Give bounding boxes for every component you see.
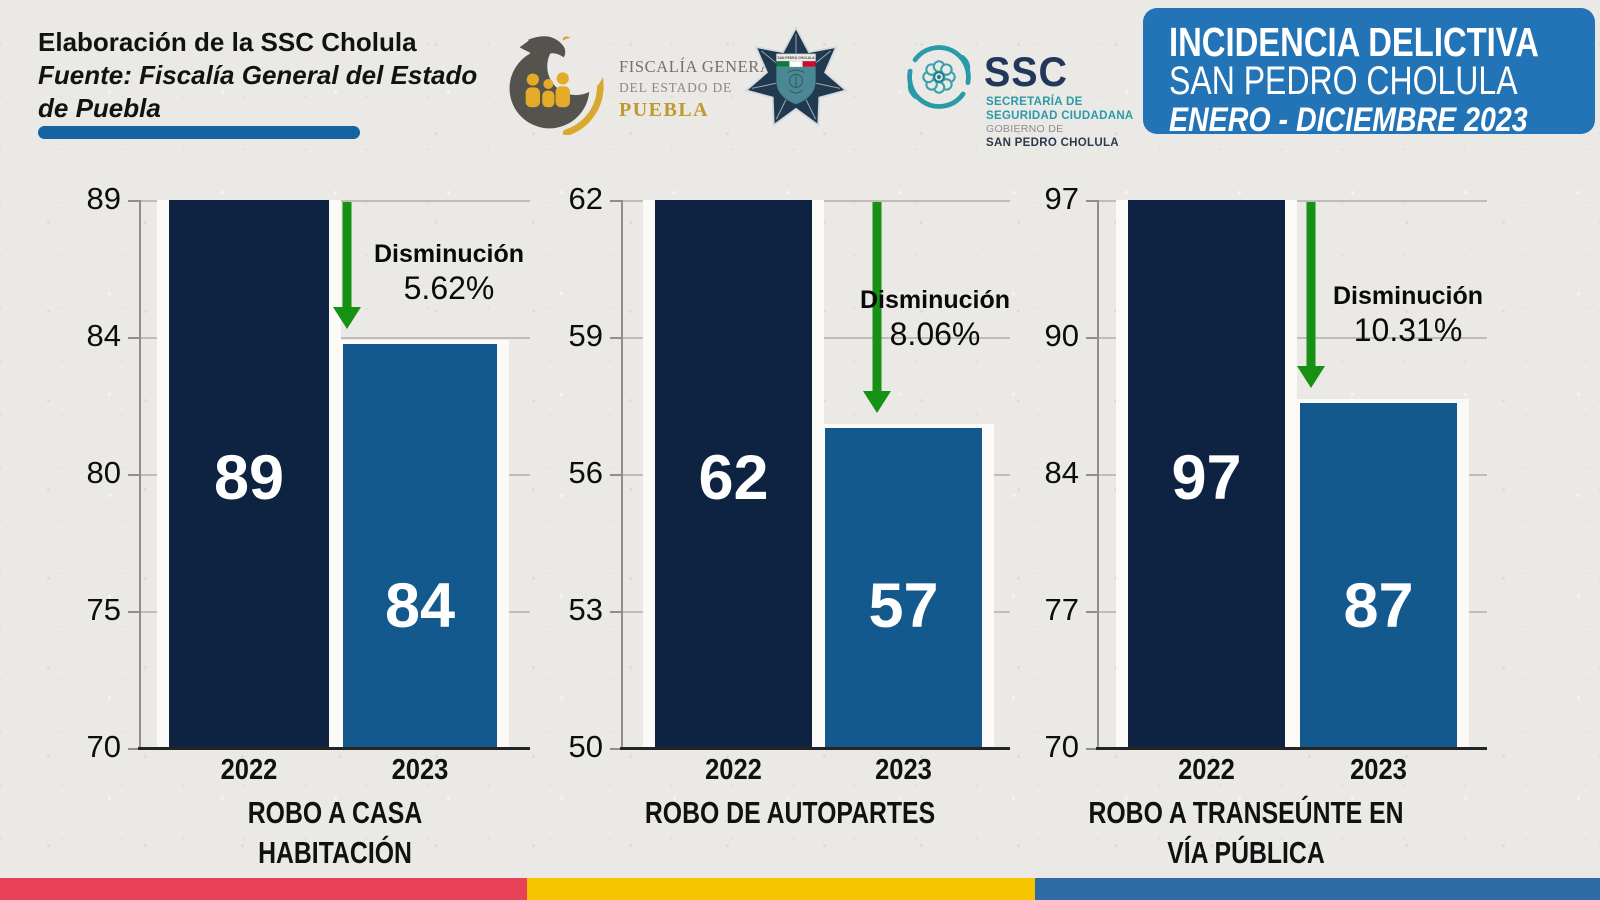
decrease-annotation-label: Disminución	[373, 240, 524, 268]
title-box-line-2: SAN PEDRO CHOLULA	[1169, 59, 1518, 103]
chart-title: ROBO DE AUTOPARTES	[644, 795, 936, 830]
y-axis-line	[139, 200, 141, 750]
y-axis-tick	[1086, 611, 1097, 613]
x-axis-line	[1096, 747, 1487, 750]
decrease-arrow-icon	[861, 202, 893, 413]
y-axis-tick	[1086, 337, 1097, 339]
chart-title: ROBO A CASA	[247, 795, 423, 830]
y-tick-label: 97	[1044, 181, 1079, 216]
y-axis-tick	[1086, 200, 1097, 202]
chart-title: HABITACIÓN	[258, 835, 412, 870]
y-tick-label: 53	[568, 592, 603, 627]
y-tick-label: 50	[568, 729, 603, 764]
ssc-logo-text: SECRETARÍA DE SEGURIDAD CIUDADANA GOBIER…	[986, 96, 1134, 150]
x-axis-label: 2022	[1178, 754, 1235, 786]
y-tick-label: 84	[86, 318, 121, 353]
fiscalia-line-2: DEL ESTADO DE	[619, 80, 733, 95]
y-tick-label: 77	[1044, 592, 1079, 627]
footer-stripe-blue	[1035, 878, 1600, 900]
credit-line-2: Fuente: Fiscalía General del Estado	[38, 60, 478, 90]
y-tick-label: 70	[86, 729, 121, 764]
decrease-annotation-percent: 10.31%	[1353, 312, 1463, 348]
bar-value-label: 57	[868, 571, 939, 641]
bar-value-label: 87	[1343, 571, 1414, 641]
credit-underline	[38, 126, 360, 139]
y-axis-tick	[610, 337, 621, 339]
ssc-line-3: GOBIERNO DE	[986, 123, 1064, 135]
x-axis-label: 2023	[391, 754, 449, 786]
decrease-arrow-icon	[331, 202, 363, 329]
y-axis-tick	[610, 611, 621, 613]
x-axis-label: 2023	[1350, 754, 1407, 786]
x-axis-label: 2022	[220, 754, 278, 786]
badge-band-text: SAN PEDRO CHOLULA	[777, 56, 815, 60]
y-tick-label: 62	[568, 181, 603, 216]
decrease-annotation-percent: 5.62%	[403, 270, 495, 306]
ssc-acronym: SSC	[984, 48, 1068, 95]
y-tick-label: 70	[1044, 729, 1079, 764]
decrease-annotation-percent: 8.06%	[889, 316, 981, 352]
footer-stripe-red	[0, 878, 527, 900]
y-tick-label: 75	[86, 592, 121, 627]
y-axis-tick	[610, 200, 621, 202]
bar-2023	[331, 340, 509, 748]
x-axis-line	[620, 747, 1010, 750]
bar-value-label: 97	[1171, 443, 1242, 513]
bar-value-label: 84	[384, 571, 456, 641]
ssc-hands-icon	[907, 45, 971, 109]
y-tick-label: 84	[1044, 455, 1079, 490]
fiscalia-line-1: FISCALÍA GENERAL	[619, 57, 784, 76]
bar-2023	[813, 424, 994, 748]
y-tick-label: 56	[568, 455, 603, 490]
y-axis-line	[1097, 200, 1099, 750]
y-axis-tick	[128, 748, 139, 750]
y-axis-tick	[610, 474, 621, 476]
bar-value-label: 62	[698, 443, 769, 513]
ssc-line-1: SECRETARÍA DE	[986, 96, 1083, 108]
title-box-line-1: INCIDENCIA DELICTIVA	[1169, 19, 1539, 65]
y-tick-label: 90	[1044, 318, 1079, 353]
credit-line-1: Elaboración de la SSC Cholula	[38, 27, 417, 57]
bar-2022	[1116, 200, 1297, 748]
bar-value-label: 89	[213, 443, 285, 513]
y-axis-tick	[128, 337, 139, 339]
y-axis-tick	[128, 474, 139, 476]
credit-block: Elaboración de la SSC Cholula Fuente: Fi…	[38, 26, 477, 125]
ssc-line-4: SAN PEDRO CHOLULA	[986, 136, 1119, 149]
y-axis-tick	[610, 748, 621, 750]
footer-stripe-yellow	[527, 878, 1035, 900]
decrease-arrow-icon	[1295, 202, 1327, 388]
x-axis-line	[138, 747, 530, 750]
y-tick-label: 59	[568, 318, 603, 353]
ssc-line-2: SEGURIDAD CIUDADANA	[986, 109, 1134, 122]
y-axis-tick	[128, 200, 139, 202]
bar-2022	[157, 200, 341, 748]
y-axis-tick	[128, 611, 139, 613]
decrease-annotation-label: Disminución	[1332, 282, 1483, 310]
x-axis-label: 2022	[705, 754, 762, 786]
y-axis-line	[621, 200, 623, 750]
x-axis-label: 2023	[875, 754, 932, 786]
title-box: INCIDENCIA DELICTIVA SAN PEDRO CHOLULA E…	[1143, 8, 1595, 138]
fiscalia-logo-text: FISCALÍA GENERAL DEL ESTADO DE PUEBLA	[619, 57, 783, 122]
decrease-annotation-label: Disminución	[859, 286, 1010, 314]
fiscalia-line-3: PUEBLA	[619, 99, 710, 121]
bar-2023	[1288, 399, 1469, 748]
y-axis-tick	[1086, 748, 1097, 750]
police-badge-icon: SAN PEDRO CHOLULA	[744, 25, 848, 128]
fiscalia-eagle-icon	[509, 36, 605, 135]
y-tick-label: 80	[86, 455, 121, 490]
credit-line-3: de Puebla	[38, 93, 161, 123]
chart-title: VÍA PÚBLICA	[1167, 835, 1325, 870]
chart-title: ROBO A TRANSEÚNTE EN	[1088, 795, 1404, 830]
title-box-line-3: ENERO - DICIEMBRE 2023	[1169, 101, 1528, 139]
fiscalia-people-glyph	[525, 72, 570, 108]
y-tick-label: 89	[86, 181, 121, 216]
y-axis-tick	[1086, 474, 1097, 476]
